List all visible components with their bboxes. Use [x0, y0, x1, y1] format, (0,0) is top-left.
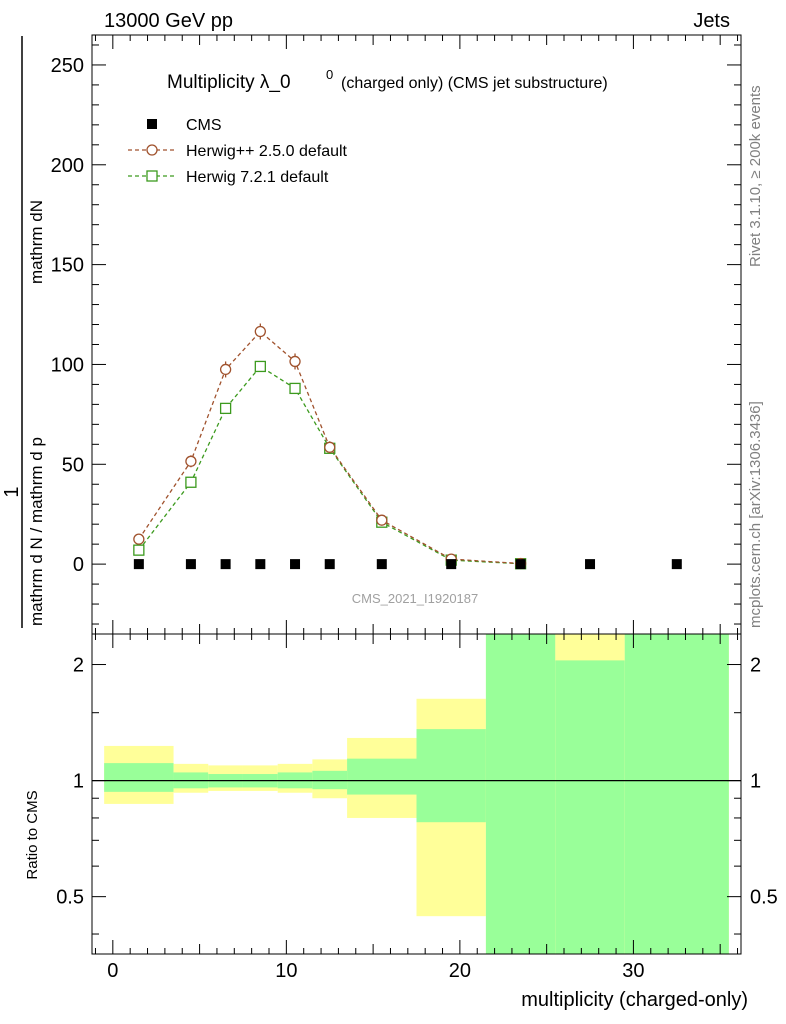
ratio-ylabel: Ratio to CMS	[24, 790, 41, 879]
herwig25-point	[376, 514, 388, 526]
ratio-ytick-label: 1	[73, 771, 84, 793]
bottom-panel-frame	[91, 633, 742, 955]
top-ytick-label: 150	[51, 255, 84, 277]
cms-point	[671, 559, 682, 570]
ratio-bands	[92, 634, 741, 954]
top-axis-ticks: 0 50 100 150 200 250	[51, 35, 741, 634]
band-green-8	[485, 634, 556, 954]
analysis-watermark: CMS_2021_I1920187	[352, 591, 479, 606]
legend-label-cms: CMS	[186, 117, 222, 134]
cms-point	[133, 559, 144, 570]
cms-point	[585, 559, 596, 570]
ylabel-one: 1	[1, 486, 23, 497]
series-layer	[133, 323, 682, 570]
top-ytick-label: 100	[51, 354, 84, 376]
herwig25-point	[289, 355, 301, 368]
title-main: Multiplicity λ_0	[167, 72, 291, 93]
band-green-7	[416, 729, 486, 823]
top-ytick-label: 0	[73, 554, 84, 576]
legend-marker-herwig25	[146, 144, 158, 156]
top-ytick-label: 250	[51, 55, 84, 77]
legend-label-herwig72: Herwig 7.2.1 default	[186, 169, 329, 186]
legend-label-herwig25: Herwig++ 2.5.0 default	[186, 143, 348, 160]
band-green-9	[555, 660, 625, 954]
rivet-version: Rivet 3.1.10, ≥ 200k events	[747, 85, 764, 267]
band-green-6	[347, 758, 417, 795]
cms-point	[290, 559, 301, 570]
top-ytick-label: 200	[51, 155, 84, 177]
herwig72-point	[185, 476, 197, 488]
herwig25-point	[254, 325, 266, 338]
herwig25-point	[133, 533, 145, 545]
cms-point	[446, 559, 457, 570]
ylabel-numerator: mathrm dN	[27, 200, 46, 284]
ratio-ytick-label: 2	[73, 655, 84, 677]
header-category: Jets	[693, 10, 730, 32]
cms-point	[220, 559, 231, 570]
title-superscript: 0	[326, 67, 333, 82]
bottom-xtick-label: 10	[275, 960, 297, 982]
bottom-axis-ticks: 0 10 20 30 0.5 0.5 1 1 2 2	[56, 634, 778, 982]
header-energy: 13000 GeV pp	[104, 10, 233, 32]
title-subtitle: (charged only) (CMS jet substructure)	[341, 75, 608, 92]
legend-marker-herwig72	[146, 170, 158, 182]
cms-point	[255, 559, 266, 570]
herwig72-point	[289, 382, 301, 395]
herwig25-point	[219, 363, 232, 376]
cms-point	[515, 559, 526, 570]
herwig25-point	[185, 455, 197, 467]
bottom-xtick-label: 0	[107, 960, 118, 982]
top-ylabel: 1 mathrm dN mathrm d N / mathrm d p	[1, 36, 46, 628]
band-green-10	[624, 634, 729, 954]
mcplots-reference: mcplots.cern.ch [arXiv:1306.3436]	[747, 401, 764, 628]
herwig72-point	[254, 360, 266, 373]
ratio-ytick-label-right: 0.5	[750, 887, 778, 909]
plot-title: Multiplicity λ_0 0 (charged only) (CMS j…	[167, 67, 608, 93]
ratio-ytick-label-right: 2	[750, 655, 761, 677]
herwig72-point	[219, 402, 232, 415]
x-axis-label: multiplicity (charged-only)	[521, 989, 748, 1011]
herwig72-point	[133, 544, 145, 556]
cms-point	[185, 559, 196, 570]
cms-point	[376, 559, 387, 570]
legend-marker-cms	[147, 119, 157, 129]
ratio-ytick-label-right: 1	[750, 771, 761, 793]
bottom-xtick-label: 20	[449, 960, 471, 982]
ylabel-denominator: mathrm d N / mathrm d p	[27, 437, 46, 626]
bottom-xtick-label: 30	[622, 960, 644, 982]
herwig72-line	[138, 365, 521, 565]
band-green-0	[104, 763, 174, 792]
cms-point	[324, 559, 335, 570]
legend: CMS Herwig++ 2.5.0 default Herwig 7.2.1 …	[128, 117, 348, 186]
top-ytick-label: 50	[62, 454, 84, 476]
herwig25-point	[324, 441, 336, 453]
ratio-ytick-label: 0.5	[56, 887, 84, 909]
